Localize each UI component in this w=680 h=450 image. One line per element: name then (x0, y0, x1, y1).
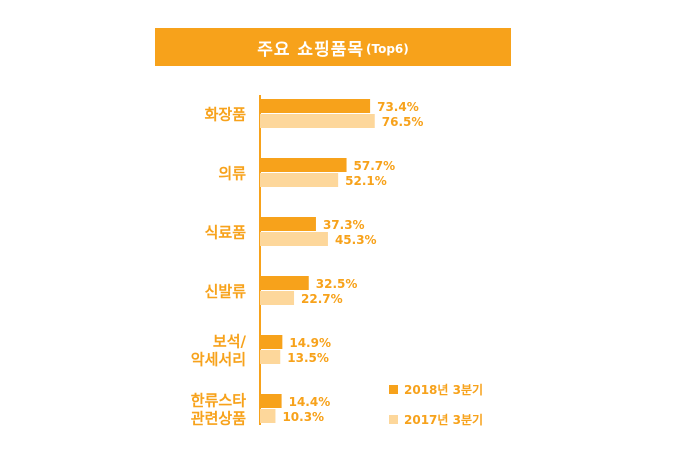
bar-2017 (260, 173, 339, 187)
data-label: 10.3% (282, 410, 324, 424)
data-label: 76.5% (382, 115, 424, 129)
category-label: 한류스타 (191, 392, 246, 410)
legend-swatch-2017 (389, 415, 398, 424)
data-label: 22.7% (301, 292, 343, 306)
category-label: 의류 (218, 165, 246, 183)
category-label: 악세서리 (191, 351, 246, 369)
data-label: 32.5% (316, 277, 358, 291)
bar-2017 (260, 409, 276, 423)
data-label: 14.4% (289, 395, 331, 409)
category-label: 식료품 (205, 224, 247, 242)
bar-2017 (260, 232, 328, 246)
category-label: 화장품 (205, 106, 247, 124)
chart-title-banner: 주요 쇼핑품목 (Top6) (155, 28, 511, 66)
bar-2018 (260, 99, 371, 113)
bar-2018 (260, 158, 347, 172)
chart-subtitle: (Top6) (366, 41, 409, 56)
data-label: 37.3% (323, 218, 365, 232)
bar-2018 (260, 276, 309, 290)
data-label: 45.3% (335, 233, 377, 247)
bar-2017 (260, 350, 281, 364)
data-label: 73.4% (377, 100, 419, 114)
legend-label: 2018년 3분기 (404, 382, 483, 397)
category-label: 신발류 (205, 283, 247, 301)
category-label: 보석/ (213, 333, 247, 351)
category-label: 관련상품 (191, 410, 246, 428)
bar-2017 (260, 291, 295, 305)
legend-swatch-2018 (389, 385, 398, 394)
data-label: 52.1% (345, 174, 387, 188)
data-label: 57.7% (354, 159, 396, 173)
data-label: 13.5% (287, 351, 329, 365)
bar-2018 (260, 335, 283, 349)
data-label: 14.9% (289, 336, 331, 350)
legend-label: 2017년 3분기 (404, 412, 483, 427)
bar-2017 (260, 114, 375, 128)
bar-2018 (260, 217, 316, 231)
chart-title: 주요 쇼핑품목 (257, 39, 364, 60)
bar-2018 (260, 394, 282, 408)
